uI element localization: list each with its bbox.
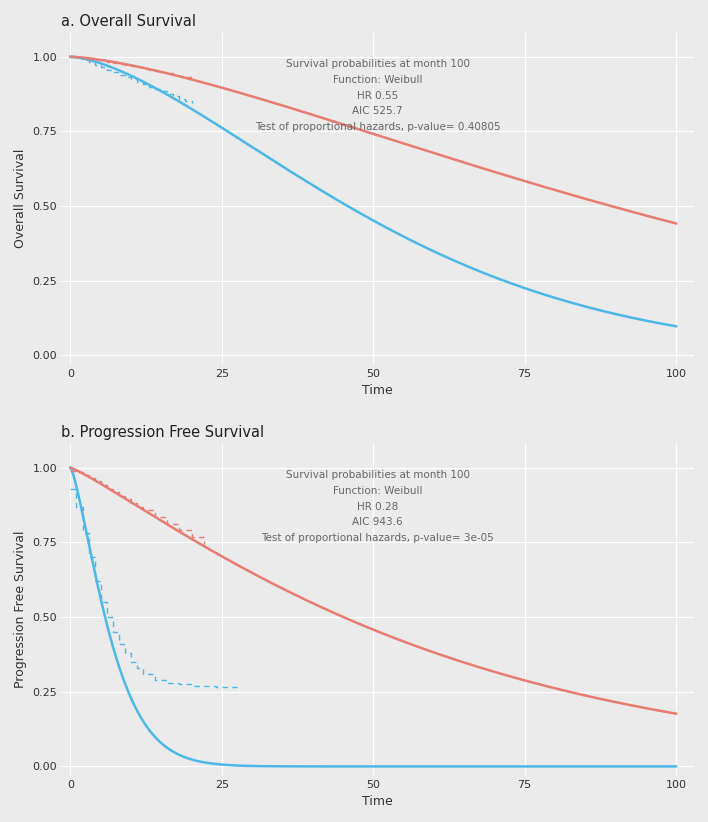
X-axis label: Time: Time	[362, 795, 393, 808]
Text: Survival probabilities at month 100
Function: Weibull
HR 0.55
AIC 525.7
Test of : Survival probabilities at month 100 Func…	[255, 59, 501, 132]
Text: a. Overall Survival: a. Overall Survival	[62, 14, 196, 29]
Y-axis label: Overall Survival: Overall Survival	[14, 149, 27, 248]
Text: b. Progression Free Survival: b. Progression Free Survival	[62, 425, 265, 440]
Y-axis label: Progression Free Survival: Progression Free Survival	[14, 531, 27, 688]
Text: Survival probabilities at month 100
Function: Weibull
HR 0.28
AIC 943.6
Test of : Survival probabilities at month 100 Func…	[261, 470, 494, 543]
X-axis label: Time: Time	[362, 384, 393, 397]
